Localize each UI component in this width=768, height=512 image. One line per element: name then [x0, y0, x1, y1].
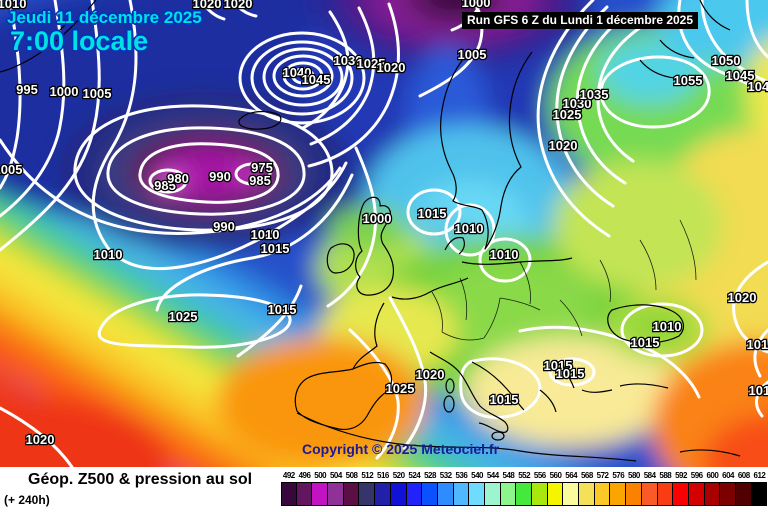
color-scale-step: 516 — [375, 470, 391, 506]
pressure-label: 975 — [251, 160, 273, 175]
pressure-label: 980 — [167, 171, 189, 186]
color-scale-step: 588 — [657, 470, 674, 506]
pressure-label: 1000 — [363, 211, 392, 226]
color-scale-step: 528 — [422, 470, 438, 506]
color-scale-step: 548 — [500, 470, 517, 506]
color-scale-step: 608 — [735, 470, 752, 506]
pressure-label: 1035 — [580, 87, 609, 102]
color-scale-step: 572 — [594, 470, 611, 506]
valid-time-text: 7:00 locale — [10, 26, 149, 56]
isobar-contours — [0, 0, 768, 467]
pressure-label: 1010 — [94, 247, 123, 262]
pressure-label: 1015 — [490, 392, 519, 407]
color-scale-step: 600 — [704, 470, 721, 506]
pressure-label: 1025 — [553, 107, 582, 122]
color-scale-step: 504 — [328, 470, 344, 506]
color-scale: 492 496 500 504 508 512 516 520 524 528 532 536 540 5… — [281, 470, 768, 506]
color-scale-step: 500 — [312, 470, 329, 506]
pressure-label: 1015 — [418, 206, 447, 221]
pressure-label: 1010 — [653, 319, 682, 334]
pressure-label: 1030 — [334, 53, 363, 68]
legend-bar: Géop. Z500 & pression au sol (+ 240h) 49… — [0, 467, 768, 512]
color-scale-step: 604 — [720, 470, 736, 506]
pressure-label: 1020 — [728, 290, 757, 305]
pressure-label: 1015 — [544, 358, 573, 373]
color-scale-step: 508 — [343, 470, 360, 506]
pressure-label: 1020 — [224, 0, 253, 11]
color-scale-step: 560 — [547, 470, 564, 506]
pressure-label: 1005 — [458, 47, 487, 62]
color-scale-step: 496 — [296, 470, 313, 506]
pressure-label: 990 — [209, 169, 231, 184]
gfs-z500-map: 1010 1020 1020 1000 995 1000 1005 1030 1025 1020 1… — [0, 0, 768, 467]
color-scale-step: 576 — [610, 470, 627, 506]
valid-date-text: Jeudi 11 décembre 2025 — [7, 8, 202, 27]
color-scale-step: 552 — [516, 470, 532, 506]
color-scale-step: 564 — [563, 470, 580, 506]
pressure-label: 1015 — [556, 366, 585, 381]
pressure-label: 1005 — [83, 86, 112, 101]
color-scale-step: 596 — [688, 470, 705, 506]
pressure-label: 1055 — [674, 73, 703, 88]
pressure-label: 1000 — [50, 84, 79, 99]
chart-title: Géop. Z500 & pression au sol — [28, 471, 253, 488]
color-scale-step: 512 — [359, 470, 376, 506]
color-scale-step: 540 — [469, 470, 485, 506]
pressure-label: 1015 — [631, 335, 660, 350]
pressure-label: 1020 — [26, 432, 55, 447]
pressure-label: 1020 — [416, 367, 445, 382]
color-scale-step: 580 — [626, 470, 642, 506]
pressure-label: 1010 — [490, 247, 519, 262]
pressure-label: 1010 — [251, 227, 280, 242]
coastlines — [0, 0, 741, 462]
pressure-label: 1000 — [462, 0, 491, 10]
pressure-label: 1020 — [549, 138, 578, 153]
pressure-label: 995 — [16, 82, 38, 97]
pressure-label: 1005 — [0, 162, 22, 177]
color-scale-step: 592 — [673, 470, 689, 506]
pressure-label: 1015 — [261, 241, 290, 256]
pressure-label: 990 — [213, 219, 235, 234]
color-scale-step: 492 — [281, 470, 297, 506]
pressure-label: 1030 — [563, 96, 592, 111]
pressure-label: 1020 — [193, 0, 222, 11]
pressure-label: 1040 — [748, 79, 768, 94]
color-scale-step: 612 — [751, 470, 768, 506]
model-run-banner: Run GFS 6 Z du Lundi 1 décembre 2025 — [462, 12, 698, 29]
color-scale-step: 584 — [641, 470, 658, 506]
pressure-label: 1045 — [726, 68, 755, 83]
color-scale-step: 524 — [406, 470, 423, 506]
pressure-label: 1045 — [302, 72, 331, 87]
pressure-label: 1010 — [455, 221, 484, 236]
pressure-label: 1025 — [169, 309, 198, 324]
forecast-lead-time: (+ 240h) — [4, 493, 50, 507]
color-scale-step: 568 — [579, 470, 595, 506]
pressure-label: 1015 — [268, 302, 297, 317]
pressure-label: 1025 — [386, 381, 415, 396]
pressure-label: 1020 — [377, 60, 406, 75]
pressure-label: 985 — [154, 178, 176, 193]
pressure-label: 1025 — [357, 56, 386, 71]
color-scale-step: 556 — [532, 470, 548, 506]
pressure-label: 1010 — [749, 383, 768, 398]
pressure-label: 1010 — [0, 0, 26, 11]
color-scale-step: 536 — [453, 470, 470, 506]
pressure-label: 1015 — [747, 337, 768, 352]
color-scale-step: 532 — [437, 470, 454, 506]
copyright-text: Copyright © 2025 Meteociel.fr — [302, 441, 500, 457]
pressure-label: 985 — [249, 173, 271, 188]
pressure-label: 1040 — [283, 65, 312, 80]
color-scale-step: 544 — [484, 470, 501, 506]
color-scale-step: 520 — [390, 470, 407, 506]
pressure-label: 1050 — [712, 53, 741, 68]
